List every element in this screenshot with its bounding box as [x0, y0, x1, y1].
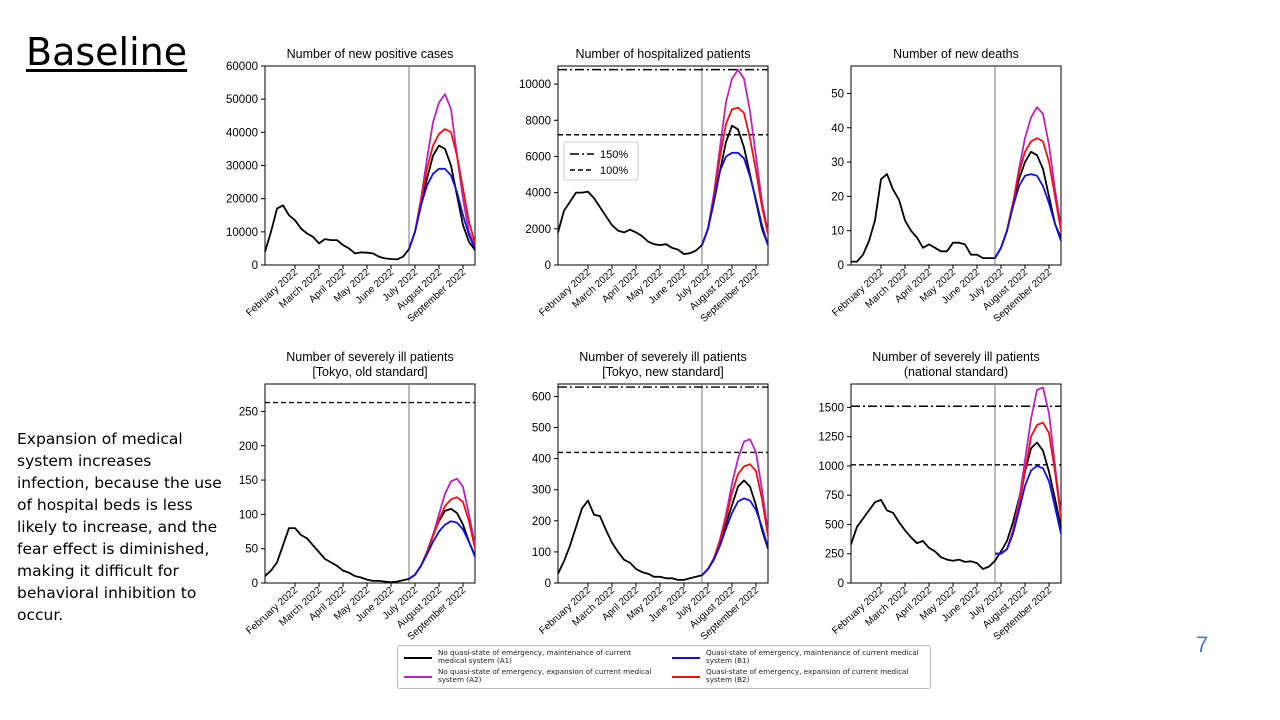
- y-tick-label: 50000: [226, 94, 258, 106]
- legend-swatch-b2: [672, 676, 700, 678]
- chart-5: Number of severely ill patients[Tokyo, n…: [532, 350, 769, 643]
- series-line-b2: [408, 496, 476, 580]
- y-tick-label: 600: [532, 391, 551, 403]
- y-tick-label: 250: [825, 549, 844, 561]
- chart-subtitle: [Tokyo, new standard]: [602, 365, 724, 379]
- y-tick-label: 50: [831, 88, 844, 100]
- y-tick-label: 10000: [226, 227, 258, 239]
- chart-subtitle: (national standard): [904, 365, 1008, 379]
- y-tick-label: 500: [825, 519, 844, 531]
- y-tick-label: 0: [838, 260, 844, 272]
- series-line-a1: [851, 150, 1062, 263]
- chart-1: Number of new positive cases 0 10000 20000 3…: [226, 47, 476, 325]
- chart-4: Number of severely ill patients[Tokyo, o…: [239, 350, 476, 643]
- chart-title: Number of new positive cases: [287, 47, 454, 61]
- y-tick-label: 60000: [226, 61, 258, 73]
- y-tick-label: 0: [545, 578, 551, 590]
- y-tick-label: 4000: [525, 188, 551, 200]
- series-line-a1: [557, 479, 769, 581]
- plot-frame: [557, 383, 769, 584]
- legend-label-a2: No quasi-state of emergency, expansion o…: [438, 667, 652, 684]
- legend-swatch-a2: [404, 676, 432, 678]
- y-tick-label: 30: [831, 157, 844, 169]
- y-tick-label: 0: [545, 260, 551, 272]
- y-tick-label: 750: [825, 490, 844, 502]
- y-tick-label: 200: [239, 441, 258, 453]
- y-tick-label: 100: [239, 509, 258, 521]
- capacity-legend-label: 150%: [600, 149, 628, 161]
- legend-item-b2: Quasi-state of emergency, expansion of c…: [668, 668, 930, 686]
- legend-item-a2: No quasi-state of emergency, expansion o…: [400, 668, 662, 686]
- y-tick-label: 20000: [226, 194, 258, 206]
- legend: No quasi-state of emergency, maintenance…: [397, 645, 931, 689]
- y-tick-label: 0: [838, 578, 844, 590]
- legend-item-a1: No quasi-state of emergency, maintenance…: [400, 649, 662, 667]
- y-tick-label: 20: [831, 191, 844, 203]
- y-tick-label: 10000: [519, 79, 551, 91]
- series-line-a1: [264, 507, 476, 584]
- legend-label-b2: Quasi-state of emergency, expansion of c…: [706, 667, 909, 684]
- y-tick-label: 300: [532, 485, 551, 497]
- legend-item-b1: Quasi-state of emergency, maintenance of…: [668, 649, 930, 667]
- plot-frame: [850, 65, 1062, 266]
- series-line-b2: [701, 463, 769, 576]
- chart-title: Number of severely ill patients: [872, 350, 1039, 364]
- series-line-b1: [408, 167, 476, 250]
- series-line-b1: [701, 151, 769, 246]
- legend-label-a1: No quasi-state of emergency, maintenance…: [438, 648, 632, 665]
- side-note: Expansion of medical system increases in…: [17, 430, 222, 624]
- y-tick-label: 0: [252, 260, 258, 272]
- y-tick-label: 0: [252, 578, 258, 590]
- series-line-b1: [994, 173, 1062, 259]
- y-tick-label: 2000: [525, 224, 551, 236]
- series-line-a1: [850, 441, 1062, 570]
- series-line-a1: [557, 124, 769, 256]
- chart-title: Number of new deaths: [893, 47, 1019, 61]
- y-tick-label: 10: [831, 226, 844, 238]
- chart-6: Number of severely ill patients(national…: [818, 350, 1062, 643]
- page-number: 7: [1196, 632, 1209, 657]
- series-line-b1: [701, 497, 769, 576]
- chart-3: Number of new deaths01020304050February …: [830, 47, 1062, 325]
- y-tick-label: 40: [831, 123, 844, 135]
- plot-frame: [264, 383, 476, 584]
- slide-title: Baseline: [26, 30, 188, 74]
- y-tick-label: 1500: [818, 402, 844, 414]
- y-tick-label: 500: [532, 423, 551, 435]
- series-line-b1: [408, 520, 476, 580]
- y-tick-label: 40000: [226, 127, 258, 139]
- y-tick-label: 1000: [818, 461, 844, 473]
- series-line-a1: [264, 144, 476, 261]
- y-tick-label: 50: [245, 544, 258, 556]
- series-line-a2: [701, 68, 769, 246]
- chart-title: Number of severely ill patients: [286, 350, 453, 364]
- chart-title: Number of hospitalized patients: [575, 47, 750, 61]
- y-tick-label: 400: [532, 454, 551, 466]
- legend-label-b1: Quasi-state of emergency, maintenance of…: [706, 648, 919, 665]
- y-tick-label: 250: [239, 406, 258, 418]
- y-tick-label: 30000: [226, 161, 258, 173]
- chart-title: Number of severely ill patients: [579, 350, 746, 364]
- y-tick-label: 8000: [525, 115, 551, 127]
- y-tick-label: 100: [532, 547, 551, 559]
- y-tick-label: 200: [532, 516, 551, 528]
- capacity-legend-label: 100%: [600, 165, 628, 177]
- y-tick-label: 150: [239, 475, 258, 487]
- series-line-a2: [995, 386, 1062, 555]
- legend-swatch-b1: [672, 657, 700, 659]
- series-line-a2: [408, 93, 476, 250]
- series-line-b1: [995, 464, 1062, 555]
- y-tick-label: 1250: [818, 432, 844, 444]
- chart-subtitle: [Tokyo, old standard]: [312, 365, 427, 379]
- chart-2: Number of hospitalized patients 0 2000 4000…: [519, 47, 769, 325]
- plot-frame: [557, 65, 769, 266]
- legend-swatch-a1: [404, 657, 432, 659]
- plot-frame: [850, 383, 1062, 584]
- y-tick-label: 6000: [525, 151, 551, 163]
